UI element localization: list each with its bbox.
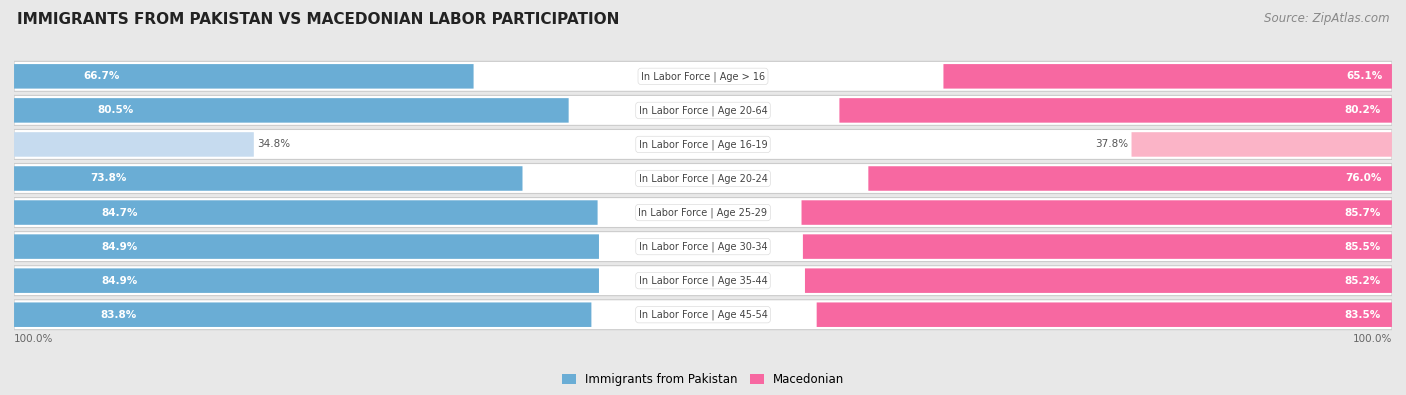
Text: In Labor Force | Age 45-54: In Labor Force | Age 45-54 <box>638 309 768 320</box>
FancyBboxPatch shape <box>14 132 254 157</box>
Text: IMMIGRANTS FROM PAKISTAN VS MACEDONIAN LABOR PARTICIPATION: IMMIGRANTS FROM PAKISTAN VS MACEDONIAN L… <box>17 12 619 27</box>
Text: In Labor Force | Age 20-24: In Labor Force | Age 20-24 <box>638 173 768 184</box>
Text: 84.9%: 84.9% <box>101 242 138 252</box>
Text: 100.0%: 100.0% <box>1353 334 1392 344</box>
FancyBboxPatch shape <box>14 64 474 88</box>
FancyBboxPatch shape <box>14 96 1392 125</box>
FancyBboxPatch shape <box>1132 132 1392 157</box>
Text: 85.7%: 85.7% <box>1344 207 1381 218</box>
Text: 85.2%: 85.2% <box>1344 276 1381 286</box>
Text: In Labor Force | Age > 16: In Labor Force | Age > 16 <box>641 71 765 82</box>
Text: 34.8%: 34.8% <box>257 139 291 149</box>
Text: 84.7%: 84.7% <box>101 207 138 218</box>
Text: 85.5%: 85.5% <box>1344 242 1381 252</box>
Text: In Labor Force | Age 30-34: In Labor Force | Age 30-34 <box>638 241 768 252</box>
FancyBboxPatch shape <box>806 268 1392 293</box>
FancyBboxPatch shape <box>14 130 1392 160</box>
Text: 80.2%: 80.2% <box>1344 105 1381 115</box>
FancyBboxPatch shape <box>869 166 1392 191</box>
FancyBboxPatch shape <box>14 166 523 191</box>
FancyBboxPatch shape <box>14 266 1392 295</box>
Text: In Labor Force | Age 35-44: In Labor Force | Age 35-44 <box>638 275 768 286</box>
Text: 80.5%: 80.5% <box>97 105 134 115</box>
FancyBboxPatch shape <box>14 234 599 259</box>
FancyBboxPatch shape <box>817 303 1392 327</box>
Legend: Immigrants from Pakistan, Macedonian: Immigrants from Pakistan, Macedonian <box>557 369 849 391</box>
FancyBboxPatch shape <box>14 303 592 327</box>
FancyBboxPatch shape <box>14 98 568 123</box>
FancyBboxPatch shape <box>14 268 599 293</box>
Text: 100.0%: 100.0% <box>14 334 53 344</box>
Text: 84.9%: 84.9% <box>101 276 138 286</box>
Text: In Labor Force | Age 16-19: In Labor Force | Age 16-19 <box>638 139 768 150</box>
FancyBboxPatch shape <box>803 234 1392 259</box>
Text: 83.8%: 83.8% <box>101 310 136 320</box>
Text: In Labor Force | Age 25-29: In Labor Force | Age 25-29 <box>638 207 768 218</box>
FancyBboxPatch shape <box>943 64 1392 88</box>
FancyBboxPatch shape <box>14 231 1392 261</box>
FancyBboxPatch shape <box>14 164 1392 194</box>
FancyBboxPatch shape <box>14 61 1392 91</box>
FancyBboxPatch shape <box>801 200 1392 225</box>
FancyBboxPatch shape <box>14 200 598 225</box>
Text: 76.0%: 76.0% <box>1346 173 1382 184</box>
Text: In Labor Force | Age 20-64: In Labor Force | Age 20-64 <box>638 105 768 116</box>
FancyBboxPatch shape <box>839 98 1392 123</box>
Text: 65.1%: 65.1% <box>1347 71 1382 81</box>
FancyBboxPatch shape <box>14 198 1392 228</box>
FancyBboxPatch shape <box>14 300 1392 330</box>
Text: Source: ZipAtlas.com: Source: ZipAtlas.com <box>1264 12 1389 25</box>
Text: 83.5%: 83.5% <box>1344 310 1381 320</box>
Text: 37.8%: 37.8% <box>1095 139 1128 149</box>
Text: 66.7%: 66.7% <box>83 71 120 81</box>
Text: 73.8%: 73.8% <box>90 173 127 184</box>
